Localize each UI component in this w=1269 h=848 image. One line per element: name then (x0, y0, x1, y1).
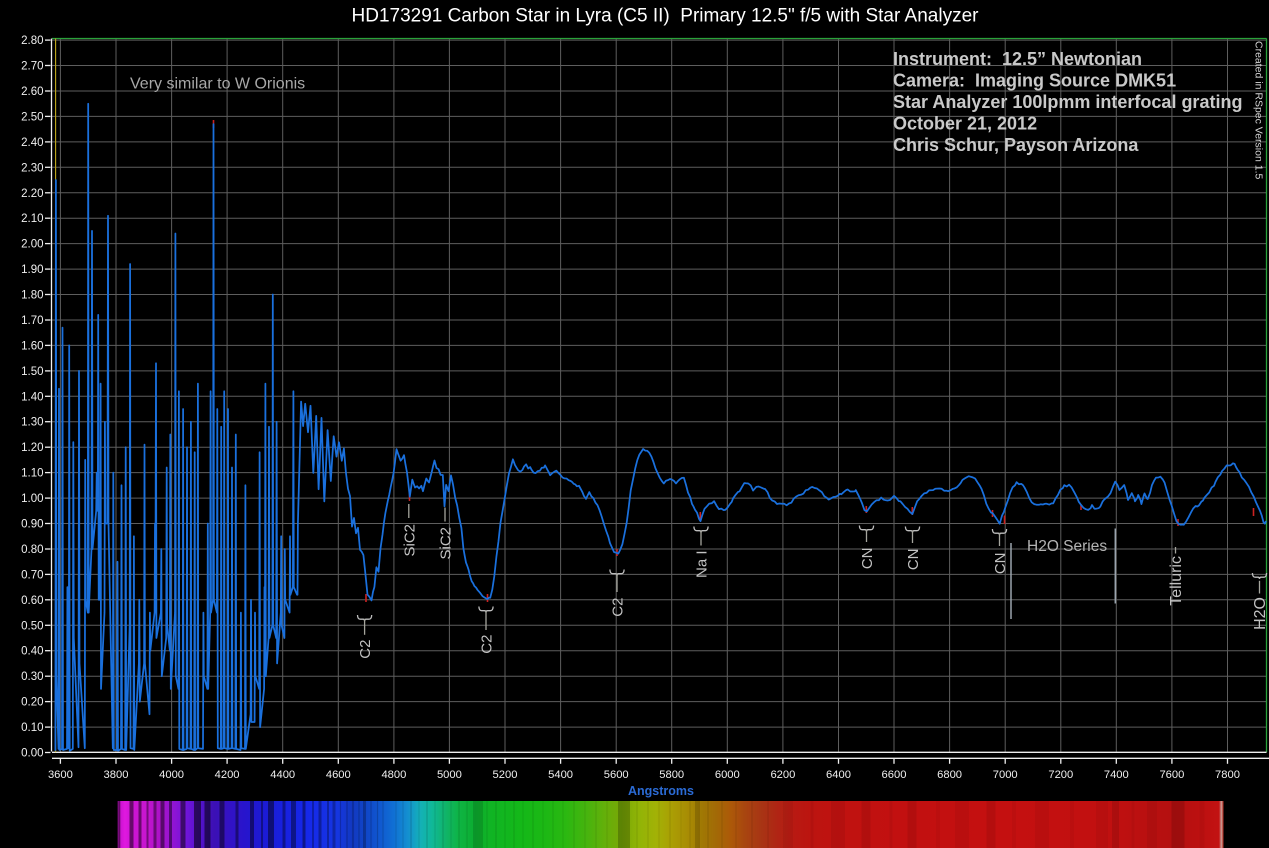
svg-text:6600: 6600 (882, 769, 907, 781)
svg-text:Created in RSpec Version 1.5: Created in RSpec Version 1.5 (1253, 41, 1265, 179)
svg-text:CN: CN (905, 549, 922, 571)
svg-text:H2O Series: H2O Series (1027, 538, 1107, 555)
svg-text:HD173291 Carbon Star in Lyra (: HD173291 Carbon Star in Lyra (C5 II) Pri… (352, 6, 980, 27)
svg-text:3600: 3600 (48, 769, 73, 781)
svg-text:4000: 4000 (159, 769, 184, 781)
svg-text:2.10: 2.10 (21, 213, 43, 225)
svg-text:1.10: 1.10 (21, 468, 43, 480)
svg-text:C2: C2 (610, 598, 627, 617)
svg-text:Star Analyzer 100lpmm interfoc: Star Analyzer 100lpmm interfocal grating (893, 92, 1242, 112)
svg-text:1.50: 1.50 (21, 366, 43, 378)
svg-text:0.10: 0.10 (21, 722, 43, 734)
svg-text:0.00: 0.00 (21, 748, 43, 760)
svg-text:2.60: 2.60 (21, 86, 43, 98)
svg-text:SiC2: SiC2 (438, 527, 455, 560)
svg-text:C2: C2 (357, 640, 374, 659)
svg-text:4600: 4600 (326, 769, 351, 781)
svg-text:2.70: 2.70 (21, 61, 43, 73)
svg-text:5800: 5800 (659, 769, 684, 781)
svg-text:0.30: 0.30 (21, 671, 43, 683)
svg-text:0.80: 0.80 (21, 544, 43, 556)
svg-text:0.40: 0.40 (21, 646, 43, 658)
svg-text:1.70: 1.70 (21, 315, 43, 327)
svg-text:6000: 6000 (715, 769, 740, 781)
svg-text:0.60: 0.60 (21, 595, 43, 607)
svg-text:Angstroms: Angstroms (628, 784, 694, 798)
svg-text:CN: CN (859, 548, 876, 570)
svg-text:7600: 7600 (1159, 769, 1184, 781)
svg-text:1.40: 1.40 (21, 391, 43, 403)
svg-text:5200: 5200 (493, 769, 518, 781)
svg-text:4200: 4200 (215, 769, 240, 781)
svg-text:0.70: 0.70 (21, 569, 43, 581)
svg-text:5400: 5400 (548, 769, 573, 781)
svg-text:6800: 6800 (937, 769, 962, 781)
svg-text:Instrument: 12.5” Newtonian: Instrument: 12.5” Newtonian (893, 49, 1142, 69)
svg-text:C2: C2 (479, 635, 496, 654)
svg-text:7800: 7800 (1215, 769, 1240, 781)
svg-text:7000: 7000 (993, 769, 1018, 781)
svg-text:5000: 5000 (437, 769, 462, 781)
svg-text:Telluric: Telluric (1168, 556, 1185, 606)
svg-text:1.90: 1.90 (21, 264, 43, 276)
svg-text:4800: 4800 (381, 769, 406, 781)
svg-text:0.20: 0.20 (21, 697, 43, 709)
svg-text:October 21, 2012: October 21, 2012 (893, 114, 1037, 134)
svg-text:2.20: 2.20 (21, 188, 43, 200)
svg-text:Camera: Imaging Source DMK51: Camera: Imaging Source DMK51 (893, 71, 1176, 91)
svg-text:2.30: 2.30 (21, 162, 43, 174)
svg-text:1.60: 1.60 (21, 340, 43, 352)
svg-text:H2O: H2O (1252, 597, 1269, 630)
svg-text:2.00: 2.00 (21, 239, 43, 251)
svg-text:6400: 6400 (826, 769, 851, 781)
svg-text:SiC2: SiC2 (401, 524, 418, 557)
svg-text:5600: 5600 (604, 769, 629, 781)
svg-text:1.30: 1.30 (21, 417, 43, 429)
svg-text:3800: 3800 (104, 769, 129, 781)
svg-text:0.90: 0.90 (21, 519, 43, 531)
svg-text:2.40: 2.40 (21, 137, 43, 149)
svg-text:Na I: Na I (694, 551, 711, 579)
svg-text:4400: 4400 (270, 769, 295, 781)
svg-text:2.80: 2.80 (21, 35, 43, 47)
svg-text:6200: 6200 (770, 769, 795, 781)
svg-text:Very similar to W Orionis: Very similar to W Orionis (130, 76, 305, 93)
svg-text:0.50: 0.50 (21, 620, 43, 632)
svg-text:1.00: 1.00 (21, 493, 43, 505)
svg-text:7400: 7400 (1104, 769, 1129, 781)
svg-text:Chris Schur, Payson Arizona: Chris Schur, Payson Arizona (893, 135, 1139, 155)
svg-text:1.80: 1.80 (21, 290, 43, 302)
svg-text:7200: 7200 (1048, 769, 1073, 781)
svg-text:2.50: 2.50 (21, 111, 43, 123)
svg-text:1.20: 1.20 (21, 442, 43, 454)
svg-text:CN: CN (992, 553, 1009, 575)
